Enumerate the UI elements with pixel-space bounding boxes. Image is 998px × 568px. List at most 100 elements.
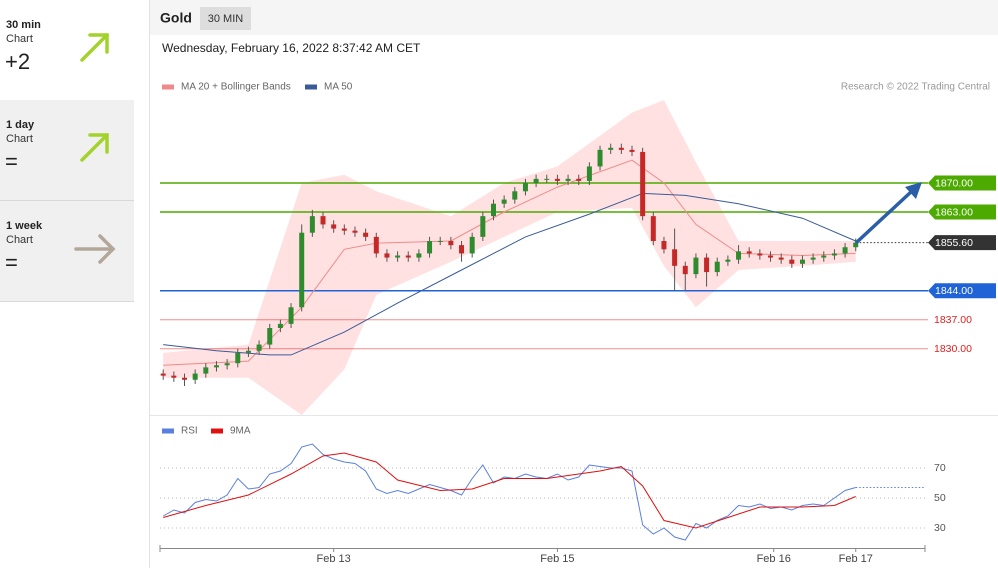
candle-body bbox=[842, 247, 848, 254]
candle-body bbox=[448, 241, 454, 246]
y-tick-label: 70 bbox=[934, 462, 946, 474]
label: Chart bbox=[6, 33, 33, 45]
candle-body bbox=[288, 307, 294, 324]
candle-body bbox=[554, 178, 560, 181]
candle-body bbox=[597, 149, 603, 167]
level-tag bbox=[928, 204, 996, 220]
sidebar-item[interactable] bbox=[0, 0, 134, 100]
candle-body bbox=[160, 373, 166, 376]
candle-body bbox=[299, 232, 305, 308]
candle-body bbox=[778, 257, 784, 260]
candle-body bbox=[171, 375, 177, 378]
candle-body bbox=[235, 352, 241, 364]
indicator-line bbox=[162, 443, 856, 541]
candle-body bbox=[522, 183, 528, 192]
header-bar bbox=[150, 0, 998, 35]
x-tick-label: Feb 13 bbox=[317, 553, 351, 565]
legend-swatch bbox=[211, 428, 223, 434]
candle-body bbox=[853, 242, 859, 248]
sidebar-item[interactable] bbox=[0, 100, 134, 200]
candle-body bbox=[714, 261, 720, 273]
legend-label: RSI bbox=[181, 426, 198, 437]
period: 1 day bbox=[6, 119, 35, 131]
candle-body bbox=[469, 236, 475, 254]
candle-body bbox=[661, 241, 667, 250]
level-tag bbox=[928, 283, 996, 299]
x-tick-label: Feb 16 bbox=[757, 553, 791, 565]
period: 30 min bbox=[6, 19, 41, 31]
rsi-chart: 30 50 70 Feb 13 Feb 15 Feb 16 Feb 17 RSI 9MA bbox=[159, 426, 946, 565]
legend-label: MA 20 + Bollinger Bands bbox=[181, 82, 291, 93]
credit: Research © 2022 Trading Central bbox=[841, 82, 990, 93]
score: +2 bbox=[5, 49, 30, 74]
candle-body bbox=[704, 257, 710, 273]
candle-body bbox=[608, 147, 614, 150]
candle-body bbox=[490, 203, 496, 217]
candle-body bbox=[341, 228, 347, 231]
candle-body bbox=[544, 178, 550, 180]
score: = bbox=[5, 149, 18, 174]
timeframe: 30 MIN bbox=[208, 13, 244, 25]
candle-body bbox=[693, 257, 699, 275]
candle-body bbox=[757, 253, 763, 256]
x-tick-label: Feb 15 bbox=[540, 553, 574, 565]
candle-body bbox=[405, 255, 411, 258]
candle-body bbox=[672, 249, 678, 266]
candle-body bbox=[725, 259, 731, 262]
candle-body bbox=[363, 232, 369, 237]
candle-body bbox=[821, 255, 827, 258]
candle-body bbox=[682, 265, 688, 275]
period: 1 week bbox=[6, 220, 43, 232]
legend-label: 9MA bbox=[230, 426, 251, 437]
legend-label: MA 50 bbox=[324, 82, 353, 93]
candle-body bbox=[629, 149, 635, 152]
bollinger-band bbox=[163, 100, 856, 416]
level-label: 1830.00 bbox=[934, 343, 972, 355]
candle-body bbox=[501, 199, 507, 204]
label: Chart bbox=[6, 234, 33, 246]
candle-body bbox=[182, 377, 188, 380]
level-label: 1855.60 bbox=[935, 237, 973, 249]
y-tick-label: 50 bbox=[934, 492, 946, 504]
candle-body bbox=[224, 363, 230, 366]
candle-body bbox=[565, 178, 571, 181]
candle-body bbox=[437, 241, 443, 242]
candle-body bbox=[586, 166, 592, 181]
timeframe-badge[interactable] bbox=[200, 7, 251, 30]
candle-body bbox=[416, 253, 422, 258]
candle-body bbox=[384, 253, 390, 258]
candle-body bbox=[352, 230, 358, 233]
trend-arrow bbox=[80, 133, 109, 162]
candle-body bbox=[768, 255, 774, 258]
symbol: Gold bbox=[160, 10, 192, 26]
level-tag bbox=[928, 235, 996, 251]
candle-body bbox=[256, 344, 262, 351]
candle-body bbox=[736, 251, 742, 260]
price-chart: 1870.00 1863.00 1855.60 1844.00 1837.00 1830.… bbox=[160, 82, 996, 416]
candle-body bbox=[799, 259, 805, 264]
candle-body bbox=[331, 224, 337, 229]
candle-body bbox=[459, 245, 465, 254]
trend-arrow bbox=[80, 33, 109, 62]
candle-body bbox=[831, 253, 837, 256]
candle-body bbox=[512, 191, 518, 200]
candle-body bbox=[395, 255, 401, 258]
level-label: 1837.00 bbox=[934, 314, 972, 326]
candle-body bbox=[650, 216, 656, 241]
candle-body bbox=[576, 178, 582, 181]
moving-average bbox=[163, 192, 856, 356]
sidebar-item[interactable] bbox=[0, 201, 134, 301]
projection-arrow bbox=[855, 182, 922, 244]
level-label: 1870.00 bbox=[935, 177, 973, 189]
label: Chart bbox=[6, 133, 33, 145]
level-label: 1863.00 bbox=[935, 206, 973, 218]
legend-swatch bbox=[162, 84, 174, 90]
x-tick-label: Feb 17 bbox=[839, 553, 873, 565]
candle-body bbox=[213, 365, 219, 368]
timestamp: Wednesday, February 16, 2022 8:37:42 AM … bbox=[162, 41, 421, 55]
candle-body bbox=[746, 251, 752, 254]
indicator-line bbox=[163, 452, 856, 529]
candle-body bbox=[427, 241, 433, 254]
candle-body bbox=[277, 323, 283, 328]
